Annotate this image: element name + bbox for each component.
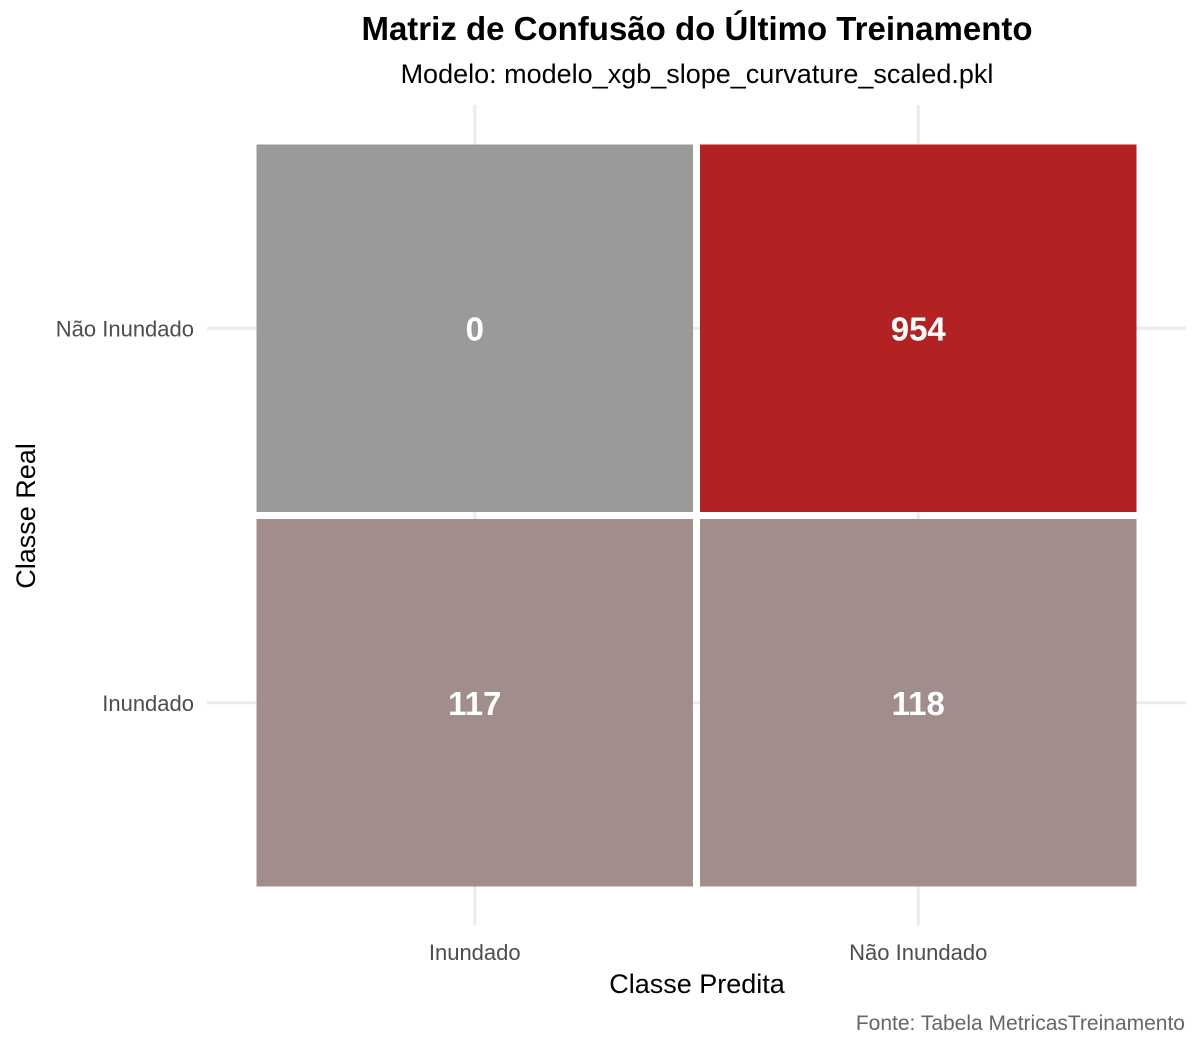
heatmap-cell [700,144,1137,512]
cell-value-label: 954 [891,310,947,347]
cell-value-label: 0 [466,310,484,347]
heatmap-cell [700,519,1137,887]
x-axis-tick-labels: Inundado Não Inundado [429,940,988,965]
heatmap-cell [256,144,693,512]
chart-subtitle: Modelo: modelo_xgb_slope_curvature_scale… [401,59,994,89]
y-axis-title: Classe Real [11,443,41,589]
chart-title: Matriz de Confusão do Último Treinamento [361,10,1032,47]
x-tick-label: Inundado [429,940,521,965]
cell-value-label: 117 [448,685,501,722]
x-tick-label: Não Inundado [849,940,987,965]
y-axis-tick-labels: Inundado Não Inundado [56,316,194,716]
heatmap-cell [256,519,693,887]
chart-caption: Fonte: Tabela MetricasTreinamento [856,1012,1185,1035]
y-tick-label: Inundado [102,691,194,716]
x-axis-title: Classe Predita [609,969,786,999]
cell-value-label: 118 [892,685,945,722]
heatmap-cells [256,144,1137,887]
cell-value-labels: 0 954 117 118 [448,310,946,722]
y-tick-label: Não Inundado [56,316,194,341]
